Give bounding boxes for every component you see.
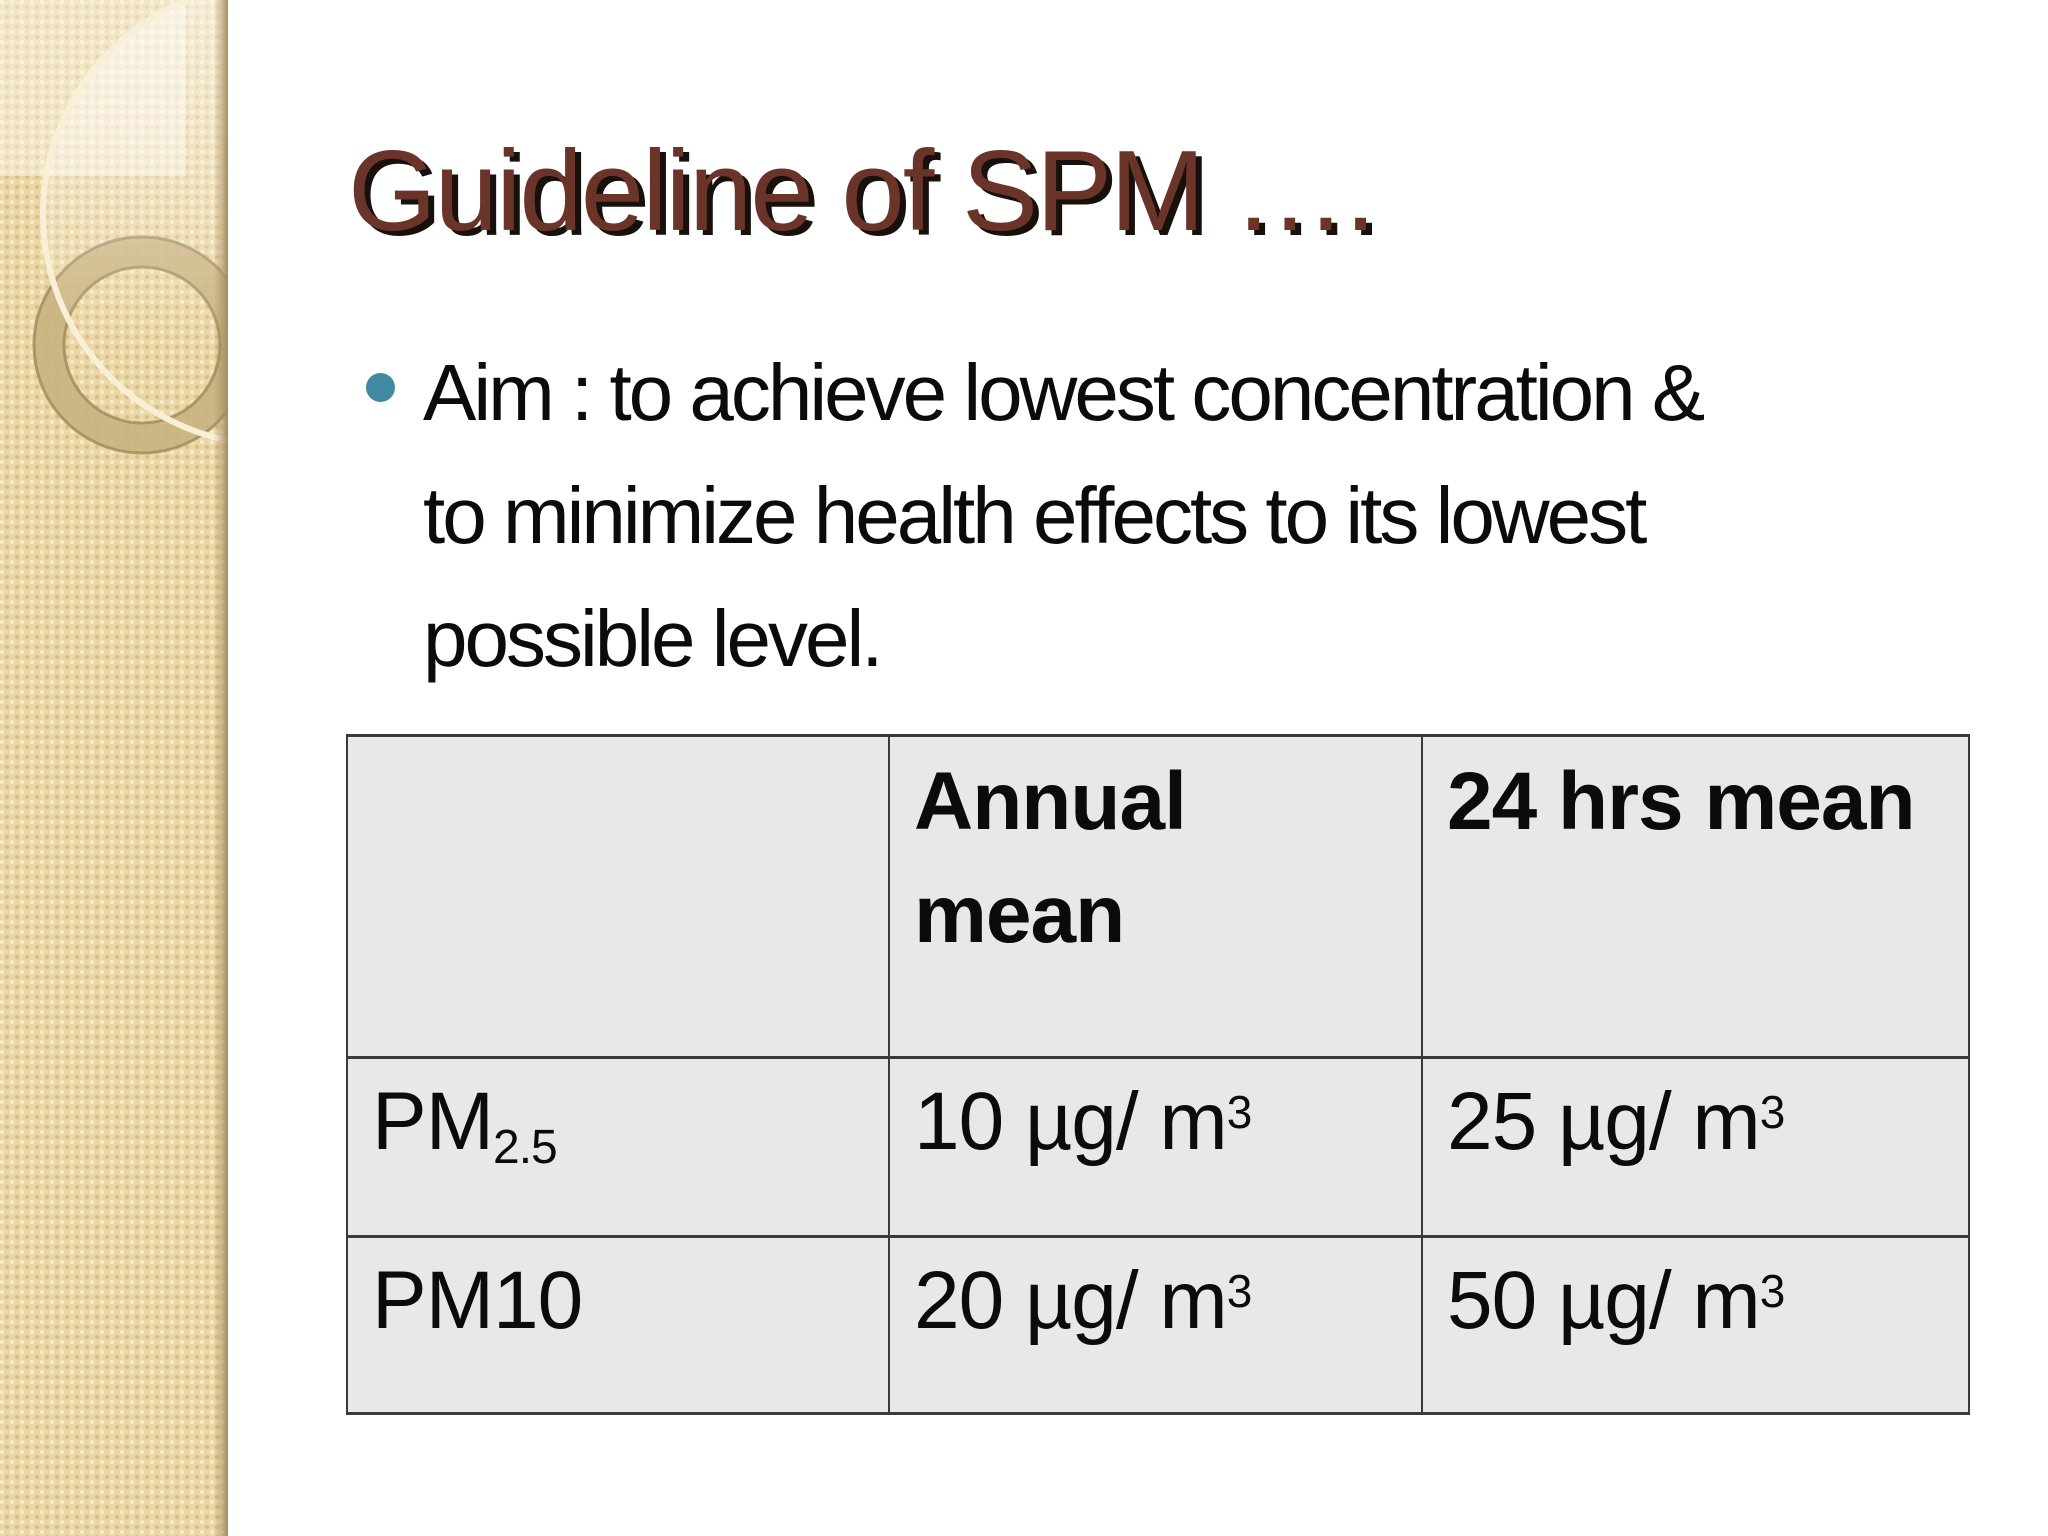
- cell-pm25-label: PM2.5: [346, 1056, 890, 1238]
- thin-circle-ornament-icon: [40, 0, 228, 444]
- table-header-row: Annual mean 24 hrs mean: [346, 734, 1970, 1059]
- header-24hrs-mean: 24 hrs mean: [1421, 734, 1970, 1059]
- cell-pm10-annual: 20 µg/ m3: [888, 1235, 1423, 1415]
- guideline-table: Annual mean 24 hrs mean PM2.5 10 µg/ m3 …: [346, 734, 1970, 1415]
- cell-pm25-24hrs: 25 µg/ m3: [1421, 1056, 1970, 1238]
- circles-ornament-icon: [0, 0, 228, 455]
- bullet-line-1: Aim : to achieve lowest concentration &: [423, 348, 1705, 437]
- table-row-pm10: PM10 20 µg/ m3 50 µg/ m3: [346, 1235, 1970, 1415]
- page-title: Guideline of SPM ….: [348, 128, 1376, 255]
- bullet-icon: [366, 373, 395, 402]
- bullet-line-2: to minimize health effects to its lowest: [423, 471, 1647, 560]
- cell-pm25-annual: 10 µg/ m3: [888, 1056, 1423, 1238]
- cell-pm10-24hrs: 50 µg/ m3: [1421, 1235, 1970, 1415]
- header-annual-mean: Annual mean: [888, 734, 1423, 1059]
- bullet-line-3: possible level.: [423, 594, 884, 683]
- header-empty-cell: [346, 734, 890, 1059]
- bullet-text: Aim : to achieve lowest concentration & …: [423, 331, 1705, 700]
- decorative-sidebar: [0, 0, 228, 1536]
- table-row-pm25: PM2.5 10 µg/ m3 25 µg/ m3: [346, 1056, 1970, 1238]
- cell-pm10-label: PM10: [346, 1235, 890, 1415]
- sidebar-edge-shadow: [214, 0, 228, 1536]
